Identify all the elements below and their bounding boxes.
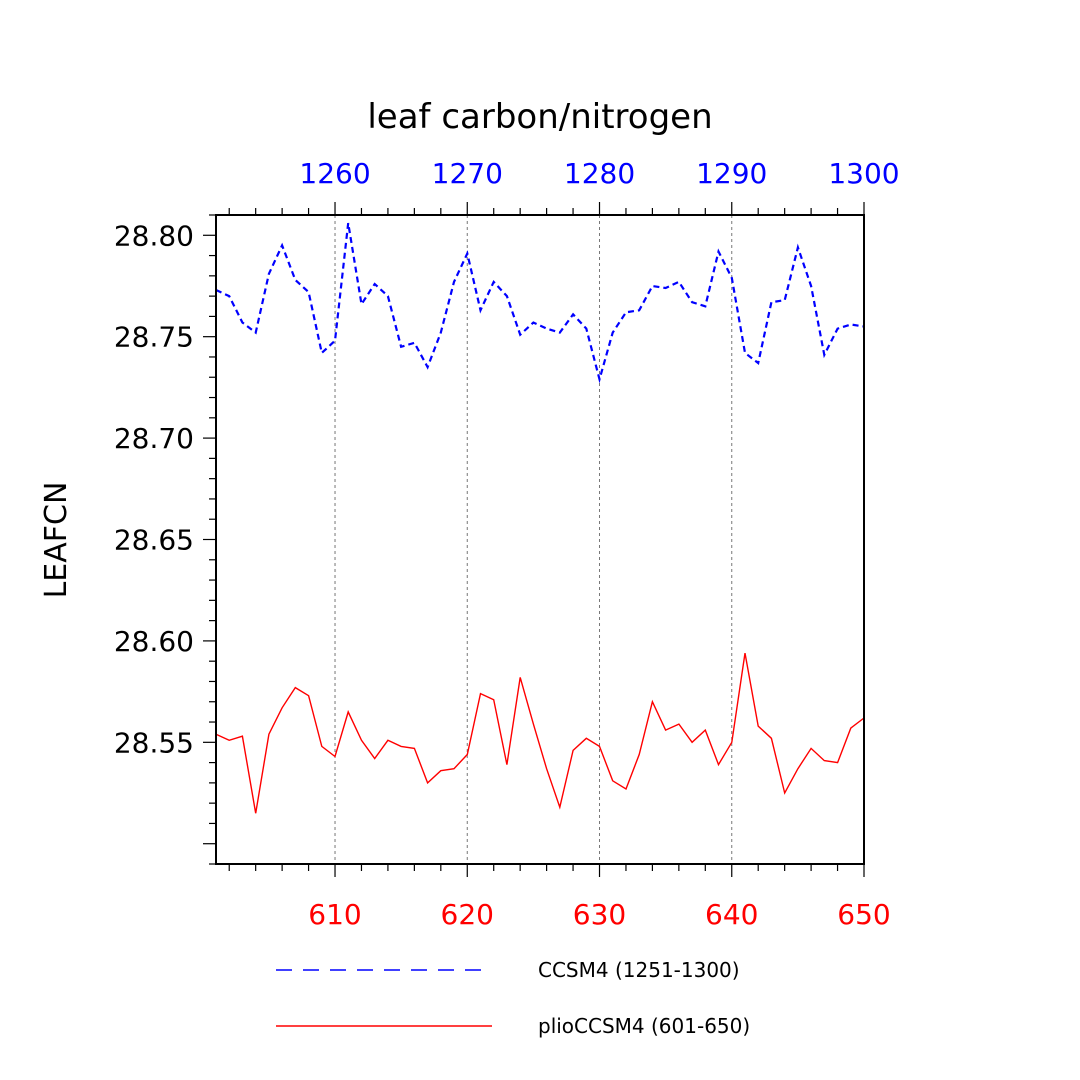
bottom-tick-label: 650 (837, 898, 890, 931)
grid-layer (334, 215, 733, 864)
y-tick-label: 28.65 (114, 524, 194, 557)
series-line-ccsm4 (215, 222, 865, 384)
y-tick-label: 28.75 (114, 321, 194, 354)
series-line-plioccsm4 (215, 652, 865, 814)
chart-title: leaf carbon/nitrogen (367, 97, 712, 137)
y-tick-label: 28.70 (114, 422, 194, 455)
legend-label: plioCCSM4 (601-650) (538, 1014, 750, 1038)
top-tick-label: 1300 (828, 157, 899, 190)
top-tick-label: 1270 (432, 157, 503, 190)
legend-label: CCSM4 (1251-1300) (538, 958, 740, 982)
legend: CCSM4 (1251-1300) plioCCSM4 (601-650) (276, 958, 750, 1038)
series-layer (215, 222, 865, 814)
top-tick-label: 1290 (696, 157, 767, 190)
bottom-tick-label: 620 (441, 898, 494, 931)
bottom-tick-label: 630 (573, 898, 626, 931)
y-tick-label: 28.60 (114, 625, 194, 658)
y-tick-label: 28.80 (114, 219, 194, 252)
top-tick-label: 1280 (564, 157, 635, 190)
y-tick-label: 28.55 (114, 726, 194, 759)
y-axis-label: LEAFCN (39, 482, 74, 599)
top-tick-label: 1260 (299, 157, 370, 190)
plot-frame (215, 214, 865, 865)
bottom-tick-label: 610 (308, 898, 361, 931)
bottom-tick-label: 640 (705, 898, 758, 931)
axes-layer: 28.55 28.60 28.65 28.70 28.75 28.80 610 620 630 6… (114, 157, 900, 931)
